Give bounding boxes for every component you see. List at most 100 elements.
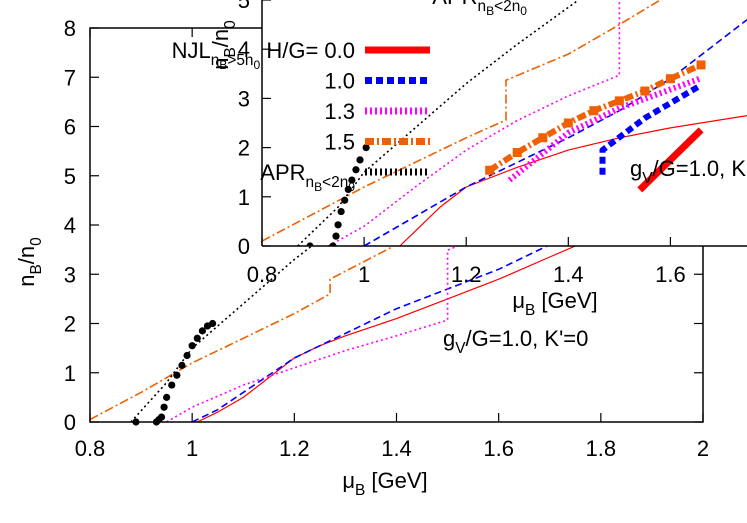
y-tick-label: 4 <box>238 37 250 62</box>
series-line <box>599 82 703 175</box>
series-line <box>297 0 579 246</box>
legend-label-part: n <box>211 52 220 69</box>
inset-area <box>262 0 747 246</box>
annotation-part: /G=1.0, K'=0 <box>466 326 589 351</box>
x-tick-label: 1 <box>358 262 370 287</box>
x-tick-label: 1.6 <box>483 436 514 461</box>
data-point <box>614 96 624 106</box>
y-axis-label: nB/n0 <box>14 237 45 286</box>
x-axis-label-part: [GeV] <box>365 468 427 493</box>
series-line <box>637 127 704 193</box>
y-axis-label-part: B <box>222 47 239 57</box>
legend-label-part: 0 <box>348 180 355 194</box>
data-point <box>362 144 370 152</box>
inset-background <box>262 0 747 246</box>
legend-label-part: NJL <box>172 38 211 63</box>
x-axis-label-part: B <box>525 302 535 319</box>
data-point <box>198 327 206 335</box>
legend-label-part: B <box>314 180 322 194</box>
data-point <box>337 207 345 216</box>
data-point <box>485 165 495 175</box>
legend-label: 1.0 <box>324 69 355 94</box>
series-line <box>328 0 621 246</box>
x-axis-label-part: [GeV] <box>535 288 597 313</box>
legend-label-part: B <box>219 58 227 72</box>
data-point <box>168 381 176 389</box>
data-point <box>589 106 599 116</box>
legend-label-part: <2n <box>494 0 520 15</box>
data-point <box>193 334 201 342</box>
x-tick-label: 2 <box>697 436 709 461</box>
legend-label: APRnB<2n0 <box>432 0 527 18</box>
data-point <box>348 176 356 184</box>
legend-label: 1.5 <box>324 130 355 155</box>
y-axis-label: nB/n0 <box>208 20 239 69</box>
series-line <box>399 115 747 246</box>
y-tick-label: 2 <box>238 136 250 161</box>
legend: APRnB<2n0 <box>432 0 527 18</box>
x-tick-label: 1.2 <box>279 436 310 461</box>
x-tick-label: 0.8 <box>247 262 278 287</box>
legend-label: NJLnB>5n0 H/G= 0.0 <box>172 38 355 72</box>
data-point <box>163 393 171 401</box>
x-tick-label: 1.2 <box>451 262 482 287</box>
data-point <box>538 133 548 143</box>
annotation: gV/G=1.0, K <box>630 156 746 187</box>
annotation-part: /G=1.0, K <box>653 156 747 181</box>
annotation-part: V <box>455 340 466 357</box>
legend-label-part: <2n <box>322 174 348 191</box>
x-axis-label-part: B <box>355 482 365 499</box>
legend-label: 1.3 <box>324 99 355 124</box>
data-point <box>157 413 166 421</box>
x-tick-label: 1.6 <box>655 262 686 287</box>
data-point <box>173 371 181 379</box>
y-axis-label-part: n <box>14 274 39 286</box>
data-point <box>696 60 706 70</box>
data-point <box>640 86 650 96</box>
annotation-part: V <box>642 170 653 187</box>
y-tick-label: 4 <box>64 213 76 238</box>
x-axis-label: μB [GeV] <box>512 288 597 319</box>
legend-label-part: B <box>486 4 494 18</box>
y-axis-label-part: B <box>28 264 45 274</box>
x-tick-label: 1.8 <box>586 436 617 461</box>
x-tick-label: 1.4 <box>381 436 412 461</box>
y-axis-label-part: /n <box>208 29 233 47</box>
data-point <box>665 74 675 84</box>
x-tick-label: 1.4 <box>553 262 584 287</box>
y-tick-label: 2 <box>64 312 76 337</box>
y-axis-label-part: 0 <box>222 20 239 29</box>
data-point <box>334 221 342 229</box>
annotation-part: g <box>630 156 642 181</box>
data-point <box>329 242 337 246</box>
y-tick-label: 3 <box>64 262 76 287</box>
y-tick-label: 8 <box>64 16 76 41</box>
data-point <box>341 196 349 204</box>
legend-label-part: APR <box>260 160 305 185</box>
x-tick-label: 0.8 <box>75 436 106 461</box>
x-axis-label-part: μ <box>342 468 355 493</box>
legend-label-part: >5n <box>227 52 253 69</box>
legend-label-part: n <box>306 174 315 191</box>
x-tick-label: 1 <box>186 436 198 461</box>
data-point <box>306 242 314 246</box>
data-point <box>188 342 196 350</box>
y-tick-label: 0 <box>238 234 250 259</box>
data-point <box>178 361 186 369</box>
y-axis-label-part: 0 <box>28 237 45 246</box>
legend-label-part: 0 <box>520 4 527 18</box>
y-tick-label: 3 <box>238 86 250 111</box>
y-tick-label: 1 <box>64 361 76 386</box>
legend-label-part: H/G= 0.0 <box>260 38 355 63</box>
legend-label-part: APR <box>432 0 477 9</box>
series-line <box>262 0 661 242</box>
series-line <box>507 75 703 183</box>
y-tick-label: 5 <box>238 0 250 13</box>
legend-label-part: 0 <box>253 58 260 72</box>
data-point <box>563 118 573 128</box>
data-point <box>332 232 340 240</box>
y-tick-label: 1 <box>238 185 250 210</box>
inset-annotation-clip: gV/G=1.0, K <box>630 156 746 187</box>
